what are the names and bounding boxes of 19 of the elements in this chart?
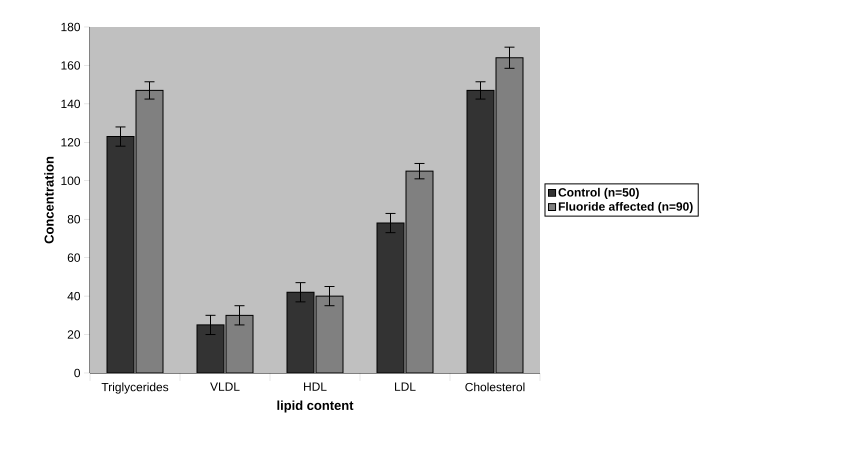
y-tick-label: 140 xyxy=(61,100,80,108)
y-tick-label: 60 xyxy=(68,253,80,262)
x-tick-label: HDL xyxy=(304,382,327,391)
x-tick-label: VLDL xyxy=(210,382,240,391)
y-tick-label: 180 xyxy=(61,22,80,32)
legend-label: Fluoride affected (n=90) xyxy=(558,202,693,214)
y-tick-label: 80 xyxy=(68,214,80,224)
y-tick-label: 160 xyxy=(61,61,80,70)
x-tick-label: Triglycerides xyxy=(102,382,168,394)
y-tick-label: 0 xyxy=(74,368,80,378)
y-axis-title: Concentration xyxy=(44,156,54,244)
x-tick-label: Cholesterol xyxy=(465,382,524,392)
x-axis-title: lipid content xyxy=(277,400,354,413)
legend-label: Control (n=50) xyxy=(558,188,639,199)
y-tick-label: 20 xyxy=(68,330,80,339)
y-tick-label: 100 xyxy=(61,176,80,185)
x-tick-label: LDL xyxy=(395,382,416,391)
y-tick-label: 120 xyxy=(61,138,80,147)
y-tick-label: 40 xyxy=(67,292,80,300)
